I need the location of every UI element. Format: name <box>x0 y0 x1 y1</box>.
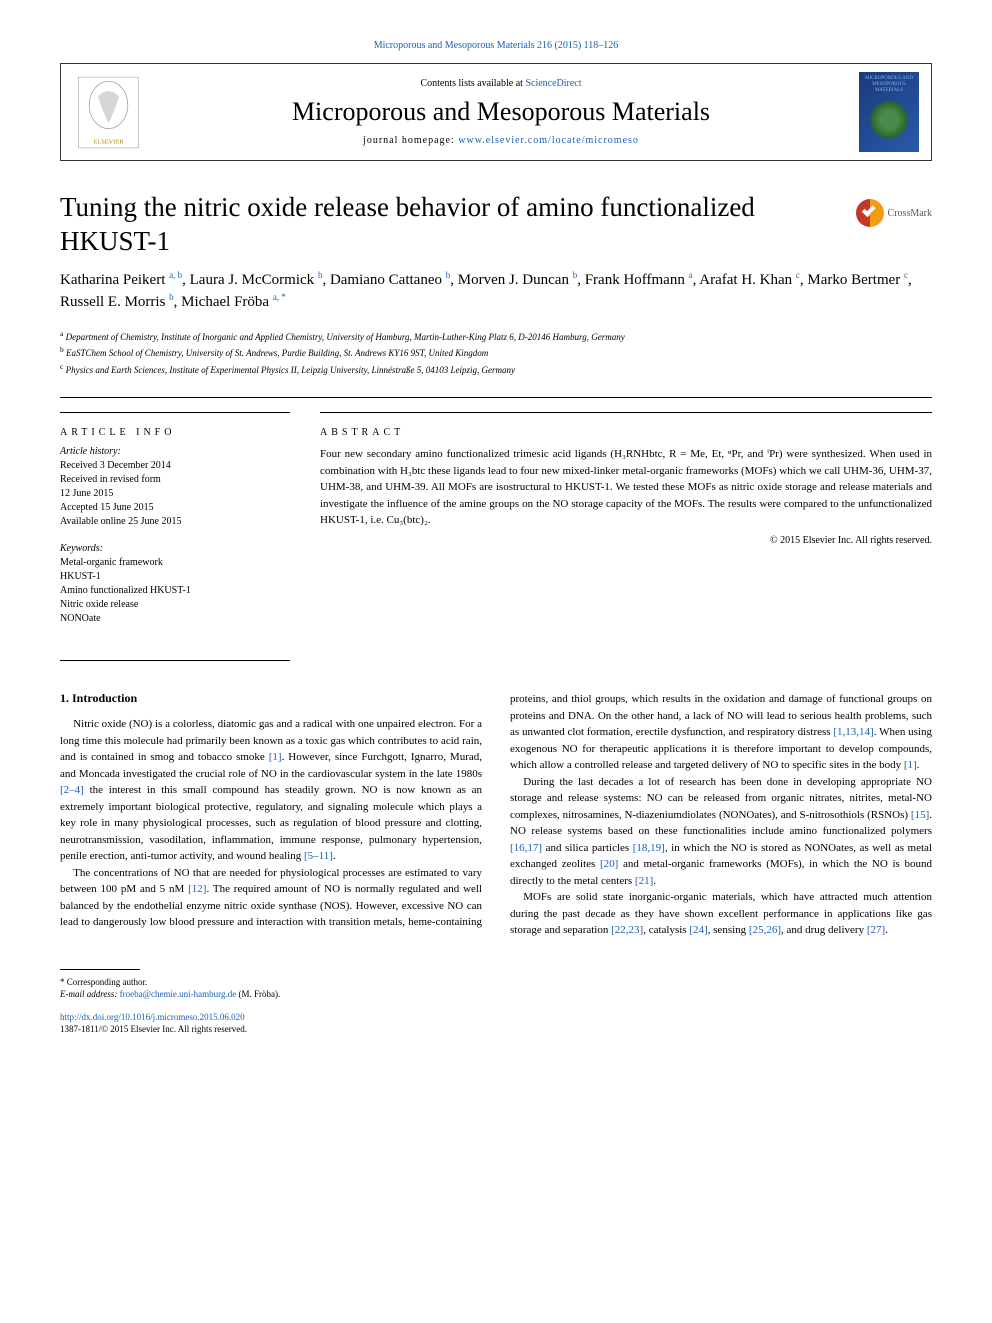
ref-link[interactable]: [12] <box>188 883 206 895</box>
body-para-1: Nitric oxide (NO) is a colorless, diatom… <box>60 716 482 865</box>
authors: Katharina Peikert a, b, Laura J. McCormi… <box>60 269 932 314</box>
top-citation: Microporous and Mesoporous Materials 216… <box>60 40 932 51</box>
history-block: Article history: Received 3 December 201… <box>60 446 290 529</box>
homepage-line: journal homepage: www.elsevier.com/locat… <box>143 135 859 146</box>
ref-link[interactable]: [22,23] <box>611 924 643 936</box>
issn-copyright: 1387-1811/© 2015 Elsevier Inc. All right… <box>60 1024 247 1034</box>
crossmark-label: CrossMark <box>888 208 932 219</box>
svg-text:ELSEVIER: ELSEVIER <box>93 138 124 145</box>
journal-name: Microporous and Mesoporous Materials <box>143 97 859 127</box>
homepage-link[interactable]: www.elsevier.com/locate/micromeso <box>458 135 639 146</box>
keywords-label: Keywords: <box>60 543 290 554</box>
email-label: E-mail address: <box>60 989 120 999</box>
ref-link[interactable]: [15] <box>911 809 929 821</box>
journal-cover-text: MICROPOROUS AND MESOPOROUS MATERIALS <box>863 76 915 94</box>
article-title: Tuning the nitric oxide release behavior… <box>60 191 836 259</box>
body-para-4: MOFs are solid state inorganic-organic m… <box>510 889 932 939</box>
ref-link[interactable]: [16,17] <box>510 842 542 854</box>
keywords-block: Keywords: Metal-organic frameworkHKUST-1… <box>60 543 290 626</box>
email-link[interactable]: froeba@chemie.uni-hamburg.de <box>120 989 237 999</box>
abstract-col: ABSTRACT Four new secondary amino functi… <box>320 427 932 640</box>
crossmark-icon <box>856 199 884 227</box>
info-abstract-row: ARTICLE INFO Article history: Received 3… <box>60 427 932 640</box>
section-heading-1: 1. Introduction <box>60 691 482 706</box>
footer-divider <box>60 969 140 970</box>
ref-link[interactable]: [18,19] <box>633 842 665 854</box>
journal-cover: MICROPOROUS AND MESOPOROUS MATERIALS <box>859 72 919 152</box>
article-info: ARTICLE INFO Article history: Received 3… <box>60 427 290 640</box>
info-abstract-top-rule <box>60 412 932 413</box>
body-para-3: During the last decades a lot of researc… <box>510 774 932 890</box>
ref-link[interactable]: [1] <box>904 759 917 771</box>
ref-link[interactable]: [1] <box>269 751 282 763</box>
affiliations: a Department of Chemistry, Institute of … <box>60 328 932 378</box>
journal-cover-graphic <box>869 100 909 140</box>
email-suffix: (M. Fröba). <box>236 989 280 999</box>
history-text: Received 3 December 2014Received in revi… <box>60 459 290 529</box>
sciencedirect-link[interactable]: ScienceDirect <box>525 78 581 89</box>
abstract-copyright: © 2015 Elsevier Inc. All rights reserved… <box>320 535 932 546</box>
ref-link[interactable]: [5–11] <box>304 850 333 862</box>
ref-link[interactable]: [25,26] <box>749 924 781 936</box>
contents-prefix: Contents lists available at <box>420 78 525 89</box>
elsevier-logo: ELSEVIER <box>73 72 143 152</box>
header-center: Contents lists available at ScienceDirec… <box>143 78 859 146</box>
email-line: E-mail address: froeba@chemie.uni-hambur… <box>60 988 932 1001</box>
ref-link[interactable]: [2–4] <box>60 784 84 796</box>
ref-link[interactable]: [1,13,14] <box>833 726 873 738</box>
divider-1 <box>60 397 932 398</box>
ref-link[interactable]: [20] <box>600 858 618 870</box>
ref-link[interactable]: [21] <box>635 875 653 887</box>
footer: * Corresponding author. E-mail address: … <box>60 969 932 1036</box>
abstract-text: Four new secondary amino functionalized … <box>320 446 932 529</box>
abstract-head: ABSTRACT <box>320 427 932 438</box>
journal-header: ELSEVIER Contents lists available at Sci… <box>60 63 932 161</box>
title-row: Tuning the nitric oxide release behavior… <box>60 191 932 259</box>
contents-list: Contents lists available at ScienceDirec… <box>143 78 859 89</box>
divider-left-short <box>60 660 290 661</box>
article-info-head: ARTICLE INFO <box>60 427 290 438</box>
doi-line: http://dx.doi.org/10.1016/j.micromeso.20… <box>60 1011 932 1036</box>
keywords-text: Metal-organic frameworkHKUST-1Amino func… <box>60 556 290 626</box>
crossmark-badge[interactable]: CrossMark <box>856 199 932 227</box>
homepage-prefix: journal homepage: <box>363 135 458 146</box>
body-columns: 1. Introduction Nitric oxide (NO) is a c… <box>60 691 932 939</box>
top-citation-link[interactable]: Microporous and Mesoporous Materials 216… <box>374 40 619 51</box>
corresponding-author: * Corresponding author. <box>60 976 932 989</box>
ref-link[interactable]: [27] <box>867 924 885 936</box>
history-label: Article history: <box>60 446 290 457</box>
doi-link[interactable]: http://dx.doi.org/10.1016/j.micromeso.20… <box>60 1012 245 1022</box>
ref-link[interactable]: [24] <box>689 924 707 936</box>
